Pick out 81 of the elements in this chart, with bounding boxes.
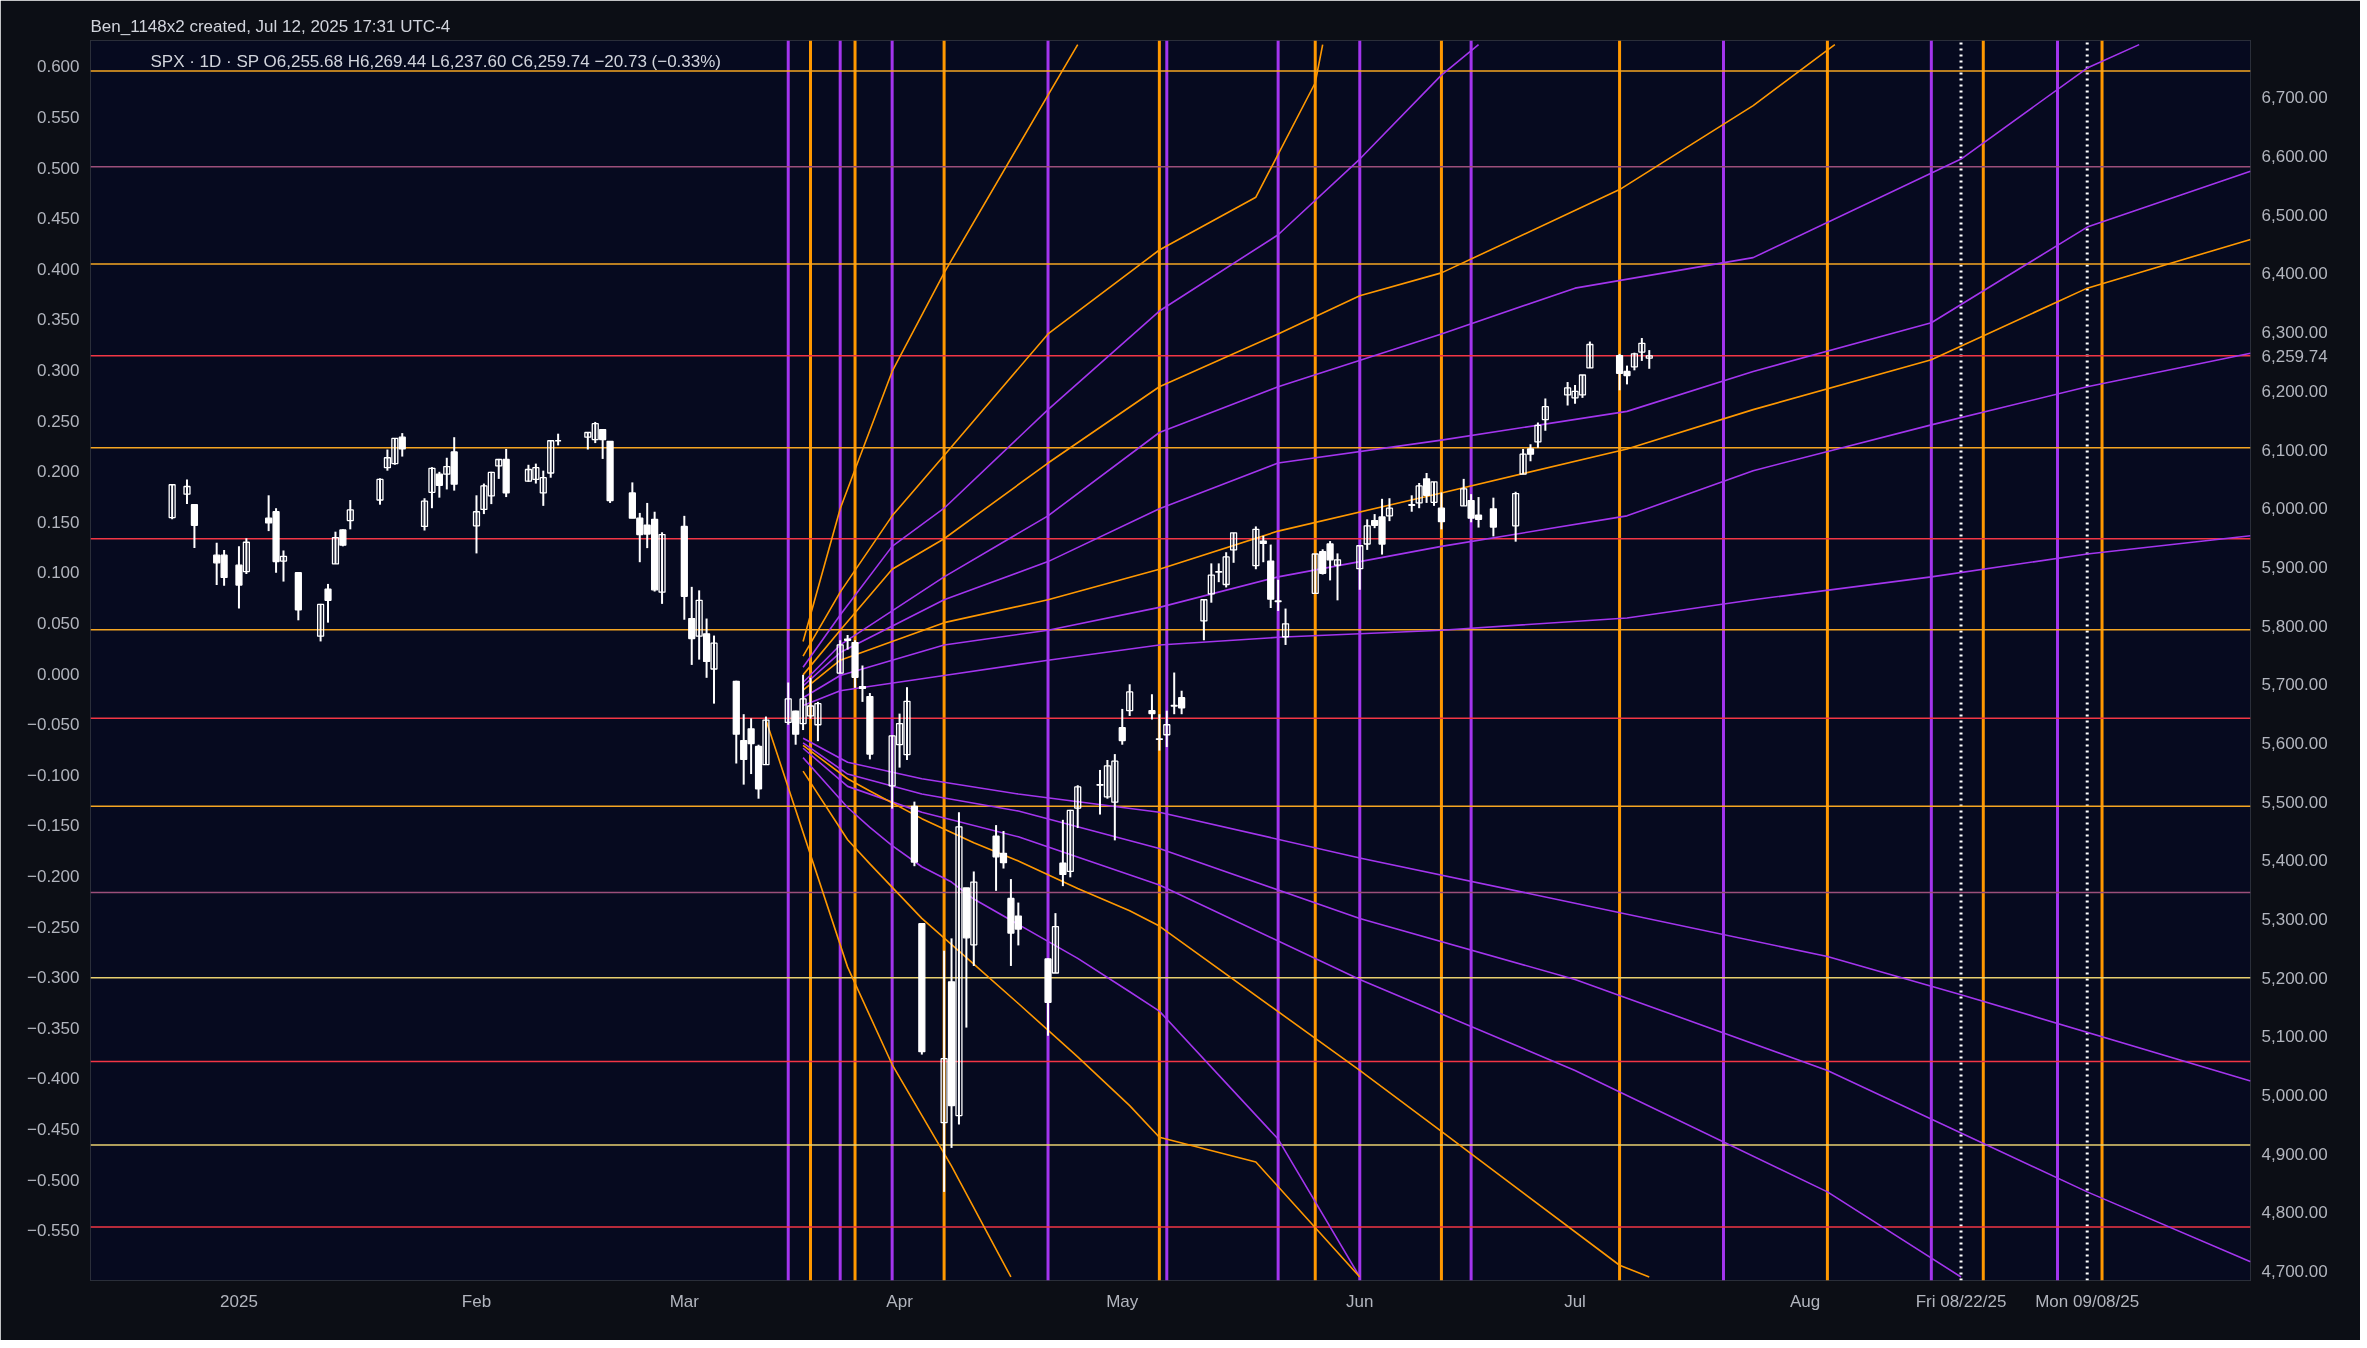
y-tick-label: 6,000.00 [2261, 499, 2328, 519]
y-tick-label: 5,800.00 [2261, 616, 2328, 636]
chart-title: Ben_1148x2 created, Jul 12, 2025 17:31 UTC-4 [90, 16, 451, 36]
y-tick-label: 6,300.00 [2261, 323, 2328, 343]
y-tick-label: 5,600.00 [2261, 733, 2328, 753]
y2-tick-label: 0.300 [36, 360, 80, 380]
x-tick-label: Jul [1564, 1291, 1586, 1311]
y2-tick-label: 0.250 [36, 411, 80, 431]
candlestick [420, 497, 429, 532]
y-tick-label: 4,700.00 [2261, 1262, 2328, 1282]
y2-tick-label: 0.450 [36, 209, 80, 229]
candlestick [1638, 337, 1646, 362]
y-tick-label: 6,200.00 [2261, 381, 2328, 401]
y2-tick-label: −0.400 [27, 1069, 80, 1089]
x-tick-label: Apr [886, 1291, 914, 1311]
candlestick [1534, 421, 1542, 449]
candlestick [1074, 784, 1082, 830]
y-tick-label: 5,200.00 [2261, 968, 2328, 988]
y2-tick-label: −0.500 [27, 1170, 80, 1190]
y2-tick-label: 0.200 [36, 462, 80, 482]
candlestick [346, 499, 354, 531]
candlestick [1385, 497, 1394, 523]
candlestick [1356, 544, 1364, 591]
candlestick [316, 602, 325, 643]
candlestick [1126, 683, 1134, 717]
y-tick-label: 6,100.00 [2261, 440, 2328, 460]
x-tick-label: May [1106, 1291, 1139, 1311]
y2-tick-label: −0.300 [27, 968, 80, 988]
candlestick [836, 639, 844, 675]
candlestick [1586, 340, 1594, 369]
x-tick-label: 2025 [220, 1291, 258, 1311]
y2-tick-label: −0.250 [27, 917, 80, 937]
candlestick [1630, 351, 1639, 372]
candlestick [1200, 598, 1208, 642]
candlestick [1541, 397, 1549, 432]
ref-line-label: Fri 08/22/25 [1915, 1291, 2007, 1311]
y-tick-label: 5,500.00 [2261, 792, 2328, 812]
candlestick [183, 478, 191, 506]
candlestick [376, 477, 384, 506]
y-tick-label: 5,300.00 [2261, 910, 2328, 929]
y-tick-label: 6,600.00 [2261, 147, 2328, 167]
y2-tick-label: 0.600 [36, 57, 80, 77]
y-tick-label: 5,100.00 [2261, 1027, 2328, 1047]
y2-tick-label: 0.350 [36, 310, 80, 330]
candlestick [1281, 607, 1290, 646]
y-tick-label: 5,900.00 [2261, 557, 2328, 577]
x-tick-label: Feb [461, 1291, 492, 1311]
y2-tick-label: −0.050 [27, 715, 80, 735]
y2-tick-label: −0.100 [27, 765, 80, 785]
candlestick [168, 483, 176, 521]
candlestick [1512, 490, 1520, 543]
y2-tick-label: −0.550 [27, 1221, 80, 1241]
y2-tick-label: −0.200 [27, 867, 80, 887]
y2-tick-label: −0.350 [27, 1018, 80, 1038]
x-tick-label: Jun [1346, 1291, 1374, 1311]
y2-tick-label: 0.000 [36, 664, 80, 684]
y2-tick-label: 0.100 [36, 563, 80, 583]
y2-tick-label: −0.450 [27, 1120, 80, 1140]
y-tick-label: 5,400.00 [2261, 851, 2328, 871]
y-tick-label: 4,800.00 [2261, 1203, 2328, 1223]
text: SPX · 1D · SP O6,255.68 H6,269.44 L6,237.60 C6,259.74 −20.73 (−0.33%) [150, 51, 722, 71]
candlestick [1229, 531, 1238, 564]
y2-tick-label: 0.400 [36, 259, 80, 279]
ref-line-label: 6,259.74 [2261, 346, 2328, 366]
x-tick-label: Aug [1790, 1291, 1821, 1311]
y2-tick-label: 0.050 [36, 614, 80, 633]
candlestick [472, 494, 481, 555]
candlestick [1163, 709, 1171, 749]
y2-tick-label: 0.150 [36, 512, 80, 532]
y-tick-label: 4,900.00 [2261, 1144, 2328, 1164]
y2-tick-label: 0.550 [36, 107, 80, 127]
y-tick-label: 5,700.00 [2261, 675, 2328, 695]
y-tick-label: 6,400.00 [2261, 264, 2328, 284]
ref-line-label: Mon 09/08/25 [2035, 1291, 2140, 1311]
y2-tick-label: −0.150 [27, 816, 80, 836]
candlestick [1207, 562, 1215, 604]
x-tick-label: Mar [669, 1291, 700, 1311]
y-tick-label: 6,500.00 [2261, 205, 2328, 225]
y-tick-label: 6,700.00 [2261, 88, 2328, 108]
y-tick-label: 5,000.00 [2261, 1086, 2328, 1106]
y2-tick-label: 0.500 [36, 158, 80, 178]
